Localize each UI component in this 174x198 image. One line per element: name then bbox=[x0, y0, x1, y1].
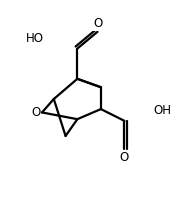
Text: OH: OH bbox=[153, 104, 171, 117]
Text: O: O bbox=[31, 106, 40, 119]
Text: O: O bbox=[93, 17, 102, 30]
Text: HO: HO bbox=[26, 32, 44, 45]
Text: O: O bbox=[120, 151, 129, 164]
